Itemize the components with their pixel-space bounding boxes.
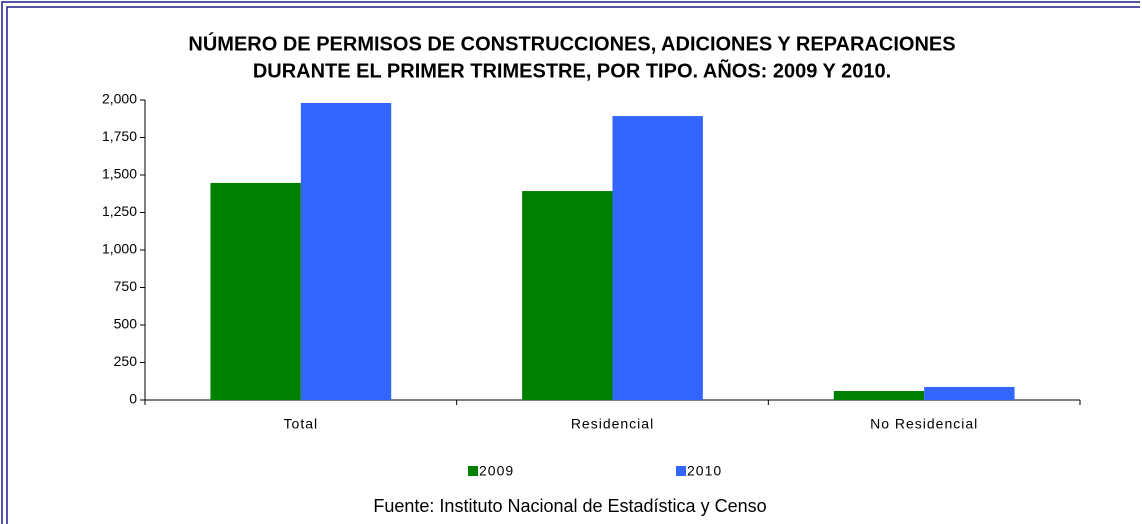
legend-label: 2010 [687,463,722,479]
y-tick-label: 250 [114,353,138,369]
bar [612,116,703,401]
bar [833,391,925,400]
bar [210,182,301,400]
x-tick-label: No Residencial [870,416,978,432]
chart-title: NÚMERO DE PERMISOS DE CONSTRUCCIONES, AD… [188,31,955,55]
x-tick-label: Residencial [571,416,654,432]
y-tick-label: 1,250 [102,203,137,219]
y-tick-label: 750 [114,278,138,294]
frame-inner [6,6,1140,524]
legend-swatch [468,466,478,476]
y-tick-label: 1,750 [102,128,137,144]
y-tick-label: 500 [114,316,138,332]
source-note: Fuente: Instituto Nacional de Estadístic… [373,496,766,516]
chart-subtitle: DURANTE EL PRIMER TRIMESTRE, POR TIPO. A… [253,59,891,82]
bar [300,103,392,400]
legend-swatch [676,466,686,476]
legend-label: 2009 [479,463,514,479]
y-tick-label: 1,500 [102,166,137,182]
x-tick-label: Total [284,416,319,432]
y-tick-label: 0 [129,391,137,407]
y-tick-label: 1,000 [102,241,137,257]
bar [924,386,1015,400]
y-tick-label: 2,000 [102,91,137,107]
bar [522,191,613,400]
